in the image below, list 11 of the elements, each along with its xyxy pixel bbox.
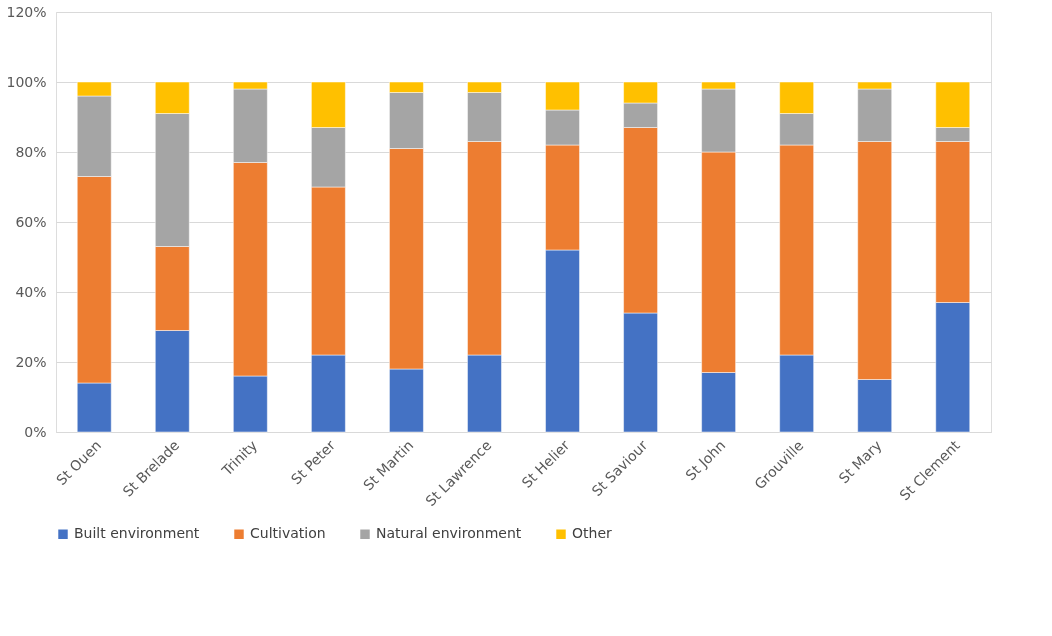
y-tick-label: 20% [15,353,47,370]
y-tick-label: 60% [15,213,47,230]
y-tick-label: 0% [24,423,47,440]
y-tick-label: 100% [6,73,47,90]
legend-label: Built environment [74,525,200,542]
legend-label: Other [572,525,612,542]
y-tick-label: 120% [6,3,47,20]
y-tick-label: 40% [15,283,47,300]
legend-label: Cultivation [250,525,326,542]
legend-label: Natural environment [376,525,522,542]
y-tick-label: 80% [15,143,47,160]
